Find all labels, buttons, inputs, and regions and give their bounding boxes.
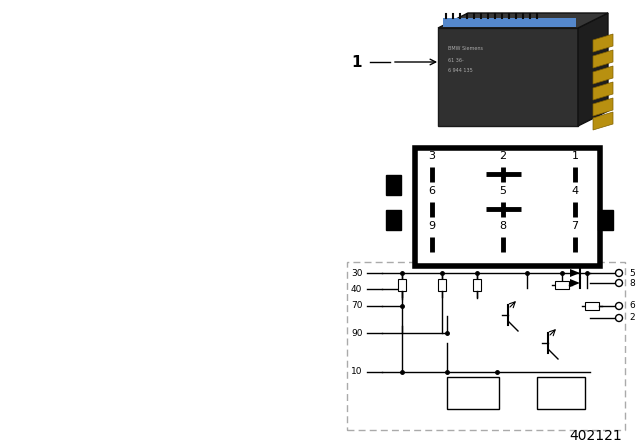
Text: 5: 5 — [499, 186, 506, 196]
Text: 6: 6 — [629, 302, 635, 310]
Bar — [398, 279, 406, 291]
Bar — [598, 210, 613, 230]
Bar — [386, 210, 401, 230]
Circle shape — [616, 314, 623, 322]
Polygon shape — [438, 28, 578, 126]
Polygon shape — [443, 18, 576, 27]
Bar — [537, 377, 585, 409]
Text: 70: 70 — [351, 302, 362, 310]
Polygon shape — [593, 82, 613, 100]
Text: 2: 2 — [499, 151, 507, 161]
Text: 7: 7 — [572, 221, 579, 231]
Polygon shape — [593, 98, 613, 116]
Text: 8: 8 — [499, 221, 507, 231]
Text: 1: 1 — [351, 55, 362, 69]
Polygon shape — [593, 34, 613, 52]
Polygon shape — [570, 279, 580, 287]
Circle shape — [616, 280, 623, 287]
Text: 6 944 135: 6 944 135 — [448, 68, 473, 73]
Text: 10: 10 — [351, 367, 362, 376]
Bar — [438, 279, 446, 291]
Circle shape — [616, 270, 623, 276]
Bar — [347, 262, 625, 430]
Text: 9: 9 — [428, 221, 436, 231]
Polygon shape — [593, 112, 613, 130]
Text: 40: 40 — [351, 284, 362, 293]
Bar — [386, 175, 401, 195]
Bar — [447, 377, 499, 409]
Text: 8: 8 — [629, 279, 635, 288]
Text: 6: 6 — [429, 186, 435, 196]
Text: 61 36-: 61 36- — [448, 57, 464, 63]
Bar — [473, 279, 481, 291]
Circle shape — [616, 302, 623, 310]
Text: 30: 30 — [351, 268, 362, 277]
Polygon shape — [593, 50, 613, 68]
Text: BMW Siemens: BMW Siemens — [448, 46, 483, 51]
Text: 4: 4 — [572, 186, 579, 196]
Bar — [555, 281, 569, 289]
Bar — [415, 148, 600, 266]
Polygon shape — [593, 66, 613, 84]
Text: 90: 90 — [351, 328, 362, 337]
Text: 402121: 402121 — [569, 429, 622, 443]
Text: 3: 3 — [429, 151, 435, 161]
Polygon shape — [578, 13, 608, 126]
Text: 2: 2 — [629, 314, 635, 323]
Bar — [585, 302, 599, 310]
Polygon shape — [438, 13, 608, 28]
Text: 1: 1 — [572, 151, 579, 161]
Polygon shape — [570, 269, 580, 277]
Text: 5: 5 — [629, 268, 635, 277]
